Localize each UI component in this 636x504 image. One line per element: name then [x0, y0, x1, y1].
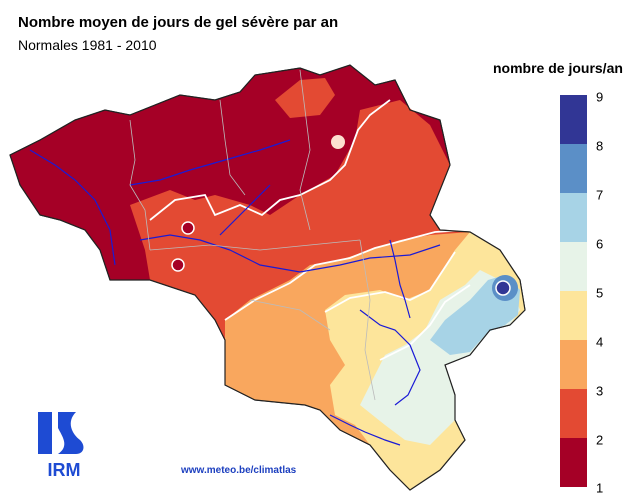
legend-cell-2-3	[560, 389, 587, 438]
enclave-1	[331, 135, 345, 149]
legend-tick-2: 2	[596, 432, 604, 448]
legend-tick-1: 1	[596, 480, 604, 496]
rivers	[29, 139, 441, 446]
legend-cell-4-5	[560, 291, 587, 340]
legend-color-bar	[560, 95, 587, 487]
isoline	[149, 99, 391, 221]
legend-tick-5: 5	[596, 285, 604, 301]
map-title: Nombre moyen de jours de gel sévère par …	[18, 14, 339, 31]
province-borders	[129, 69, 376, 401]
legend-tick-3: 3	[596, 383, 604, 399]
enclave-3	[171, 258, 185, 272]
legend-title: nombre de jours/an	[493, 60, 623, 76]
legend-cell-8-9	[560, 95, 587, 144]
legend-cell-1-2	[560, 438, 587, 487]
legend-tick-8: 8	[596, 138, 604, 154]
logo-text: IRM	[48, 460, 81, 480]
legend-cell-6-7	[560, 193, 587, 242]
zone-8-9	[495, 280, 511, 296]
legend-tick-4: 4	[596, 334, 604, 350]
isoline	[324, 251, 456, 313]
irm-logo: IRM	[38, 412, 84, 480]
isoline	[224, 229, 466, 321]
source-url[interactable]: www.meteo.be/climatlas	[181, 465, 297, 476]
enclave-2	[181, 221, 195, 235]
country-border	[9, 64, 526, 491]
legend-cell-5-6	[560, 242, 587, 291]
legend-tick-9: 9	[596, 89, 604, 105]
legend-cell-7-8	[560, 144, 587, 193]
zone-2-3-north	[275, 78, 335, 118]
map-subtitle: Normales 1981 - 2010	[18, 37, 157, 53]
legend-tick-6: 6	[596, 236, 604, 252]
isoline	[379, 284, 471, 361]
legend-tick-7: 7	[596, 187, 604, 203]
legend-cell-3-4	[560, 340, 587, 389]
